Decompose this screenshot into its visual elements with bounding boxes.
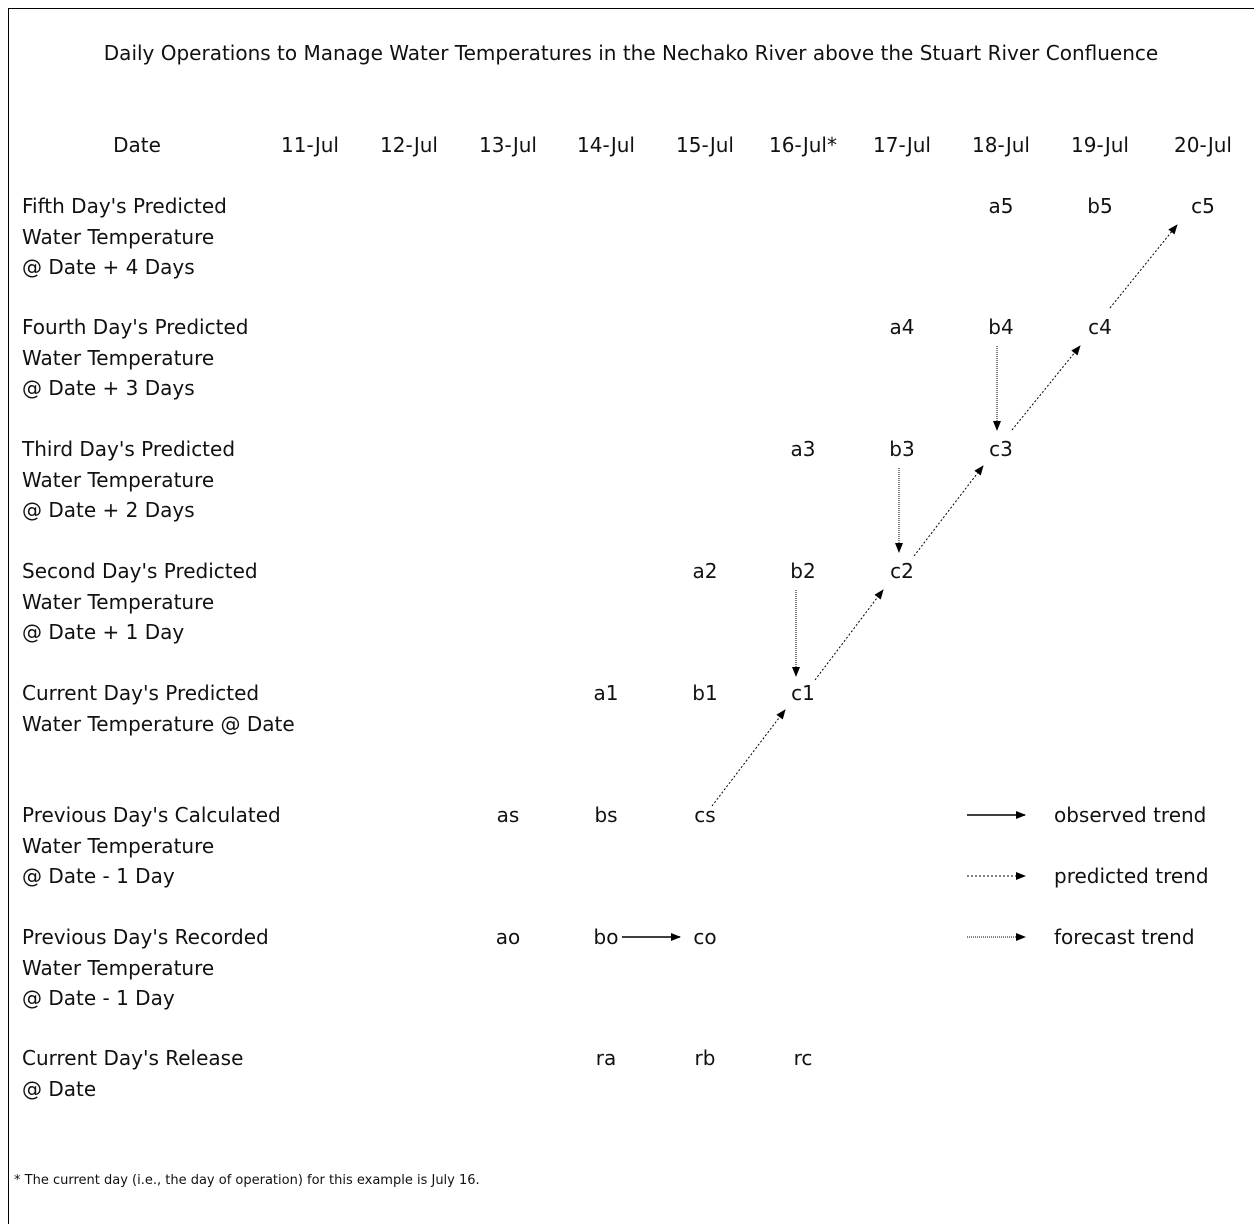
row-label-line: Fourth Day's Predicted [22, 315, 249, 339]
cell-value: b4 [988, 315, 1014, 339]
row-label-line: @ Date [22, 1076, 97, 1101]
cell-value: b3 [889, 437, 915, 461]
cell-value: c4 [1088, 315, 1112, 339]
row-label-line: Current Day's Release [22, 1046, 244, 1070]
diagram-frame [8, 8, 1254, 1224]
cell-value: a3 [790, 437, 816, 461]
row-label-line: Second Day's Predicted [22, 559, 258, 583]
row-label-line: @ Date - 1 Day [22, 864, 175, 888]
legend-label: forecast trend [1054, 925, 1195, 949]
forecast-arrow [1109, 224, 1178, 309]
diagram-title: Daily Operations to Manage Water Tempera… [103, 41, 1159, 65]
cell-value: c3 [989, 437, 1013, 461]
row-label-line: @ Date + 4 Days [22, 255, 195, 279]
cell-value: a5 [988, 194, 1014, 218]
cell-value: rb [694, 1046, 716, 1070]
cell-value: ao [495, 925, 521, 949]
date-column-header: 16-Jul* [769, 133, 837, 157]
row-label-line: Water Temperature [22, 224, 215, 249]
row-label-line: @ Date + 1 Day [22, 620, 185, 644]
row-label-line: @ Date + 3 Days [22, 376, 195, 400]
cell-value: b1 [692, 681, 718, 705]
date-column-header: 18-Jul [972, 133, 1030, 157]
cell-value: bo [593, 925, 619, 949]
row-label-line: Previous Day's Calculated [22, 803, 281, 827]
row-label-line: Water Temperature [22, 467, 215, 492]
legend-label: predicted trend [1054, 864, 1209, 888]
date-column-header: 17-Jul [873, 133, 931, 157]
forecast-arrow [913, 465, 984, 557]
cell-value: as [496, 803, 520, 827]
forecast-arrow [711, 709, 786, 807]
row-label-line: Water Temperature @ Date [22, 711, 295, 736]
cell-value: a4 [889, 315, 915, 339]
cell-value: c1 [791, 681, 815, 705]
cell-value: c2 [890, 559, 914, 583]
date-column-header: 15-Jul [676, 133, 734, 157]
cell-value: rc [793, 1046, 813, 1070]
cell-value: cs [694, 803, 716, 827]
row-label-line: Water Temperature [22, 955, 215, 980]
row-label-line: Water Temperature [22, 589, 215, 614]
forecast-arrow [814, 589, 884, 681]
row-label-line: Water Temperature [22, 833, 215, 858]
row-label-line: Water Temperature [22, 345, 215, 370]
cell-value: b5 [1087, 194, 1113, 218]
cell-value: b2 [790, 559, 816, 583]
date-column-header: 12-Jul [380, 133, 438, 157]
legend-label: observed trend [1054, 803, 1207, 827]
date-header: Date [113, 133, 161, 157]
cell-value: a1 [593, 681, 619, 705]
row-label-line: @ Date + 2 Days [22, 498, 195, 522]
cell-value: c5 [1191, 194, 1215, 218]
row-label-line: Previous Day's Recorded [22, 925, 269, 949]
date-column-header: 19-Jul [1071, 133, 1129, 157]
forecast-arrow [1011, 345, 1081, 431]
date-column-header: 13-Jul [479, 133, 537, 157]
row-label-line: Current Day's Predicted [22, 681, 260, 705]
date-column-header: 11-Jul [281, 133, 339, 157]
row-label-line: Third Day's Predicted [22, 437, 236, 461]
row-label-line: @ Date - 1 Day [22, 986, 175, 1010]
cell-value: bs [594, 803, 618, 827]
date-column-header: 14-Jul [577, 133, 635, 157]
cell-value: ra [595, 1046, 617, 1070]
cell-value: co [693, 925, 717, 949]
cell-value: a2 [692, 559, 718, 583]
row-label-line: Fifth Day's Predicted [22, 194, 227, 218]
footnote: * The current day (i.e., the day of oper… [14, 1173, 480, 1188]
date-column-header: 20-Jul [1174, 133, 1232, 157]
